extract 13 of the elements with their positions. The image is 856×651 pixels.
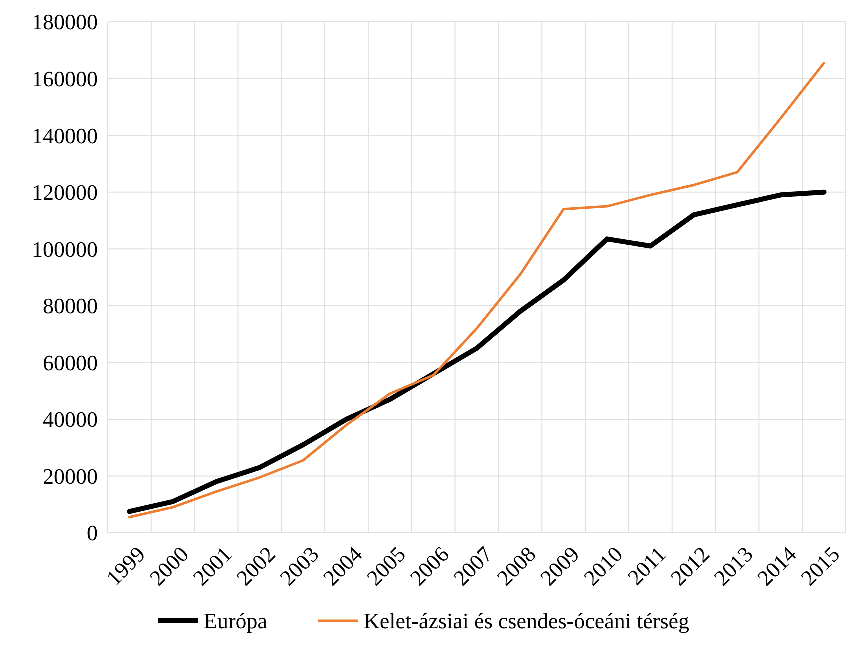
y-tick-label: 180000 bbox=[32, 10, 98, 35]
y-tick-label: 120000 bbox=[32, 180, 98, 206]
y-tick-label: 20000 bbox=[43, 464, 98, 489]
y-tick-label: 0 bbox=[87, 520, 98, 546]
y-tick-label: 160000 bbox=[32, 66, 98, 92]
legend-label: Európa bbox=[204, 608, 268, 634]
y-tick-label: 80000 bbox=[43, 294, 98, 319]
y-tick-label: 60000 bbox=[43, 350, 98, 376]
y-tick-label: 40000 bbox=[43, 407, 98, 432]
y-tick-label: 100000 bbox=[32, 236, 98, 262]
legend-label: Kelet-ázsiai és csendes-óceáni térség bbox=[364, 608, 690, 634]
y-tick-label: 140000 bbox=[32, 123, 98, 148]
line-series bbox=[128, 62, 826, 519]
